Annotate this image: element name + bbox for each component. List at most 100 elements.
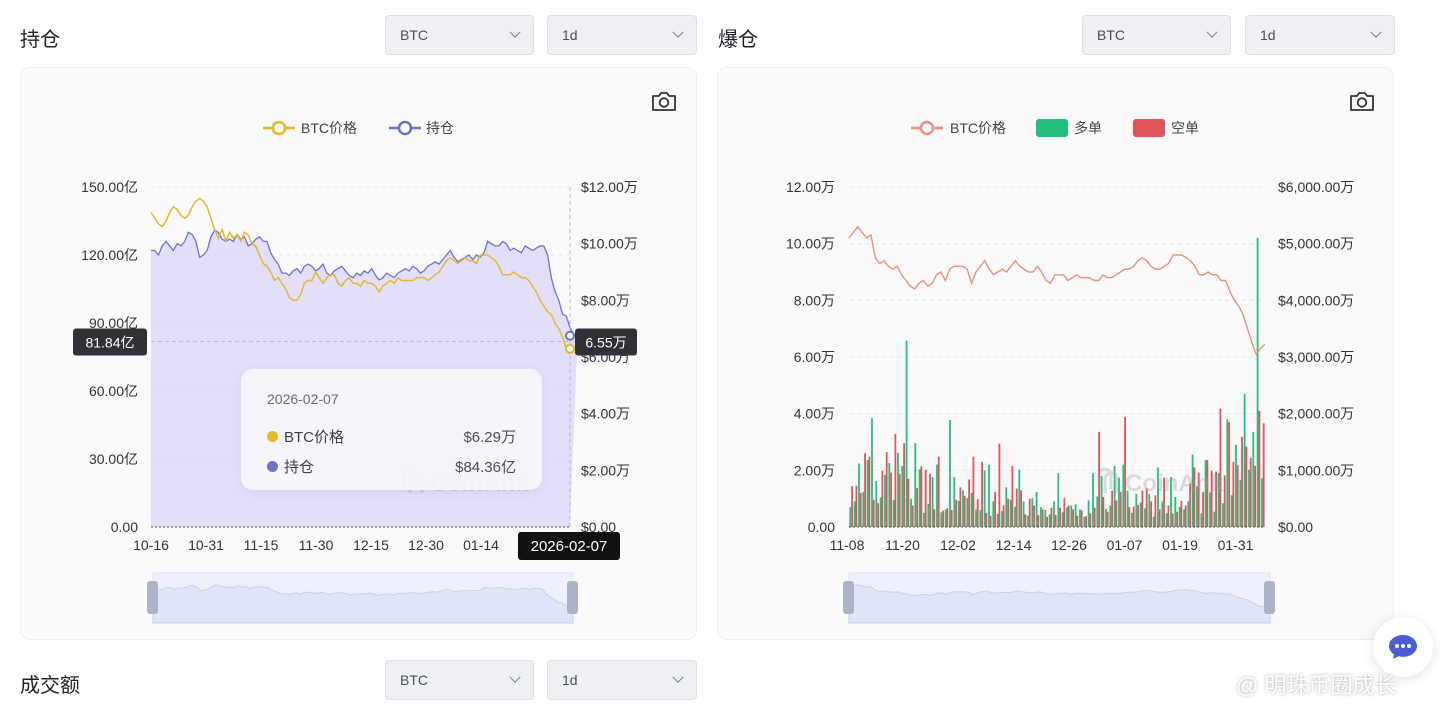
short-liquidation-bar <box>868 456 871 527</box>
long-liquidation-bar <box>1204 460 1207 527</box>
oi-line <box>151 229 578 337</box>
short-liquidation-bar <box>920 466 923 527</box>
legend-marker <box>397 120 413 136</box>
long-liquidation-bar <box>1248 469 1250 527</box>
long-liquidation-bar <box>962 490 964 527</box>
x-tick-label: 12-15 <box>353 537 389 553</box>
camera-icon[interactable] <box>1349 90 1375 112</box>
long-liquidation-bar <box>1135 494 1138 527</box>
short-liquidation-bar <box>942 510 944 527</box>
short-liquidation-bar <box>1193 467 1196 527</box>
legend-label-price: BTC价格 <box>301 120 357 136</box>
x-tick-label: 11-08 <box>830 537 865 553</box>
long-liquidation-bar <box>1079 509 1081 527</box>
short-liquidation-bar <box>1137 504 1139 527</box>
short-liquidation-bar <box>1050 507 1053 527</box>
short-liquidation-bar <box>1249 457 1252 527</box>
liq-coin-select[interactable]: BTC <box>1082 15 1231 55</box>
volume-interval-select[interactable]: 1d <box>547 660 697 700</box>
x-tick-label: 01-14 <box>463 537 499 553</box>
long-liquidation-bar <box>879 497 882 527</box>
y-right-tick-label: $3,000.00万 <box>1278 349 1354 365</box>
oi-coin-select[interactable]: BTC <box>385 15 534 55</box>
camera-icon[interactable] <box>651 90 677 112</box>
open-interest-card: BTC价格 持仓 0.00 30.00亿 60.00亿 90.00亿 120.00亿 150.… <box>20 67 697 640</box>
long-liquidation-bar <box>1066 507 1068 527</box>
short-liquidation-bar <box>1028 498 1031 527</box>
long-liquidation-bar <box>853 501 856 527</box>
long-liquidation-bar <box>1113 465 1116 527</box>
y-left-tick-label: 0.00 <box>808 519 835 535</box>
short-liquidation-bar <box>937 456 940 527</box>
long-liquidation-bar <box>1144 508 1146 527</box>
oi-interval-select[interactable]: 1d <box>547 15 697 55</box>
chevron-down-icon <box>672 26 684 38</box>
long-liquidation-bar <box>1048 514 1051 527</box>
y-left-tick-label: 12.00万 <box>786 179 835 195</box>
y-right-tick-label: $2,000.00万 <box>1278 406 1354 422</box>
long-liquidation-bar <box>1014 506 1016 527</box>
volume-coin-select[interactable]: BTC <box>385 660 534 700</box>
short-liquidation-bar <box>1206 460 1209 527</box>
short-liquidation-bar <box>1232 461 1235 527</box>
long-liquidation-bar <box>1096 496 1099 527</box>
y-right-tick-label: $1,000.00万 <box>1278 462 1354 478</box>
short-liquidation-bar <box>1184 505 1187 527</box>
short-liquidation-bar <box>1063 498 1066 527</box>
x-tick-label: 12-14 <box>996 537 1032 553</box>
tooltip-row-price: BTC价格 $6.29万 <box>267 421 516 451</box>
long-liquidation-bar <box>996 514 999 527</box>
short-liquidation-bar <box>1236 465 1239 527</box>
long-liquidation-bar <box>1031 498 1034 527</box>
coinank-logo-icon <box>1097 467 1119 493</box>
long-liquidation-bar <box>871 418 873 527</box>
short-liquidation-bar <box>968 479 970 527</box>
short-liquidation-bar <box>1150 501 1152 527</box>
short-liquidation-bar <box>1241 436 1243 527</box>
y-left-tick-label: 10.00万 <box>786 236 835 252</box>
long-liquidation-bar <box>1100 476 1103 527</box>
short-liquidation-bar <box>1033 505 1035 527</box>
long-liquidation-bar <box>940 512 943 527</box>
tooltip-date: 2026-02-07 <box>267 391 339 407</box>
short-liquidation-bar <box>1024 514 1027 527</box>
long-liquidation-bar <box>1235 444 1237 527</box>
y-left-tick-label: 150.00亿 <box>81 179 138 195</box>
short-liquidation-bar <box>1011 465 1014 527</box>
short-liquidation-bar <box>1132 506 1135 527</box>
short-liquidation-bar <box>985 512 988 527</box>
legend-marker <box>919 120 935 136</box>
short-liquidation-bar <box>976 499 979 527</box>
short-liquidation-bar <box>1102 497 1105 527</box>
oi-legend-item <box>389 120 421 136</box>
price-line <box>150 197 571 350</box>
x-tick-label: 01-07 <box>1107 537 1143 553</box>
short-liquidation-bar <box>1037 515 1040 527</box>
oi-dot-icon <box>267 460 278 472</box>
short-liquidation-bar <box>1145 488 1148 527</box>
long-liquidation-bar <box>1027 515 1029 527</box>
y-right-tick-label: $10.00万 <box>581 236 638 252</box>
short-liquidation-bar <box>972 456 975 527</box>
long-liquidation-bar <box>866 460 869 527</box>
crosshair-left-label: 81.84亿 <box>85 334 134 350</box>
liquidation-chart[interactable]: BTC价格 多单 空单 0.00 2.00万 4.00万 6.00万 8.00万 10.00万 1… <box>718 68 1394 640</box>
long-liquidation-bar <box>1122 464 1125 527</box>
long-liquidation-bar <box>875 481 878 527</box>
long-liquidation-bar <box>1256 238 1259 527</box>
y-right-tick-label: $5,000.00万 <box>1278 236 1354 252</box>
short-liquidation-bar <box>1093 507 1096 527</box>
long-liquidation-bar <box>1196 486 1198 527</box>
chat-button[interactable] <box>1373 617 1433 677</box>
chevron-down-icon <box>509 26 521 38</box>
short-liquidation-bar <box>1007 498 1009 527</box>
liq-interval-select[interactable]: 1d <box>1245 15 1395 55</box>
open-interest-chart[interactable]: BTC价格 持仓0.0030.00亿60.00亿90.00亿120.00亿150.… <box>21 68 697 640</box>
long-liquidation-bar <box>966 498 969 527</box>
crosshair-left-label-bg <box>73 328 147 356</box>
coinank-watermark: CoinAnk <box>1097 467 1224 497</box>
long-liquidation-bar <box>1187 501 1190 527</box>
short-liquidation-bar <box>1076 515 1079 527</box>
short-liquidation-bar <box>877 503 879 527</box>
short-liquidation-bar <box>1020 490 1022 527</box>
